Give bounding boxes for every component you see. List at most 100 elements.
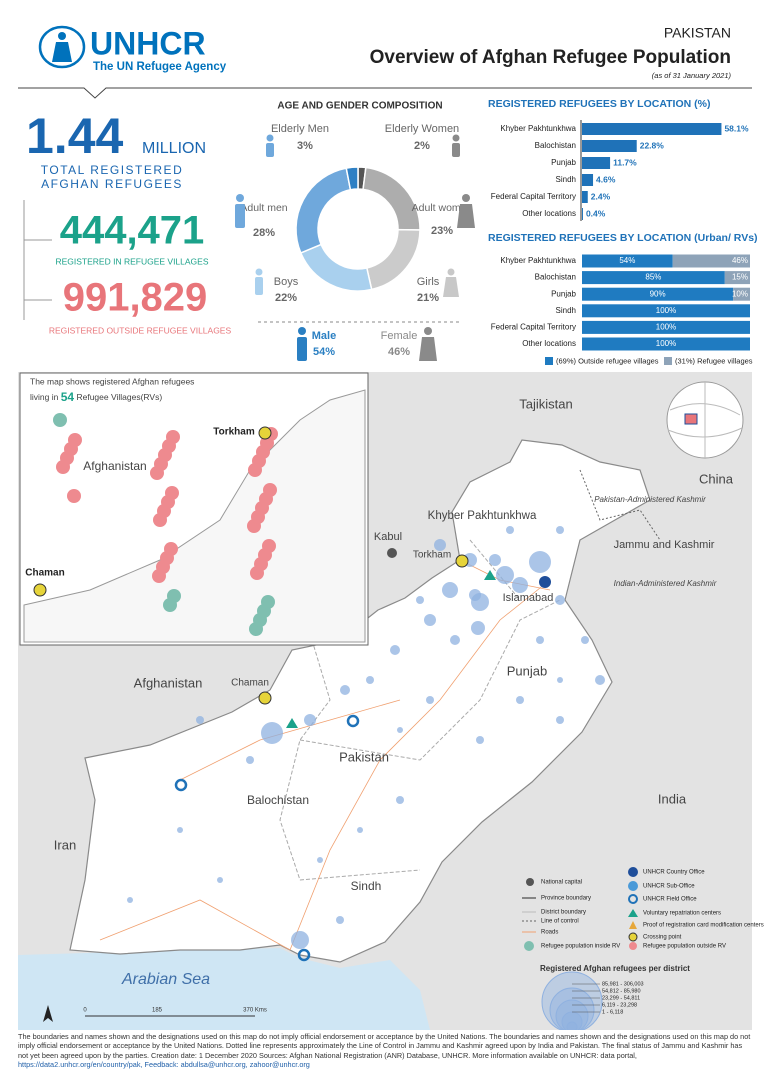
district-circle	[397, 727, 403, 733]
rect-shape	[235, 204, 245, 228]
bar	[582, 191, 588, 203]
segment-label: 23%	[431, 225, 453, 237]
total-value: 1.44	[26, 108, 124, 164]
region-label: Jammu and Kashmir	[614, 539, 715, 551]
scale-labels: 0 185 370 Kms	[83, 1008, 267, 1014]
date: (as of 31 January 2021)	[652, 71, 732, 80]
page-title: Overview of Afghan Refugee Population	[370, 47, 731, 68]
legend-label: UNHCR Sub-Office	[643, 884, 695, 890]
donut-segment	[365, 228, 421, 291]
country-label: Tajikistan	[519, 396, 572, 411]
north-arrow	[43, 1005, 53, 1022]
district-circle	[506, 526, 514, 534]
legend-label: UNHCR Field Office	[643, 897, 697, 903]
value-label: 46%	[732, 256, 748, 265]
bar-segment	[733, 287, 750, 301]
bar	[582, 174, 594, 186]
value-label: 54%	[619, 256, 635, 265]
size-circle	[555, 999, 589, 1030]
district-circle	[442, 582, 458, 598]
bar-segment	[582, 287, 734, 301]
total-label: TOTAL REGISTERED	[41, 163, 183, 177]
district-circle	[581, 636, 589, 644]
size-circle	[549, 987, 595, 1030]
legend-label: Refugee population outside RV	[643, 944, 726, 950]
country-label: China	[699, 471, 734, 486]
settlement-bars: Khyber Pakhtunkhwa 54% 46% Balochistan 85% 15…	[491, 254, 753, 365]
gender-label: 54%	[313, 346, 335, 358]
category-label: Khyber Pakhtunkhwa	[500, 256, 576, 265]
segment-name: Girls	[417, 276, 440, 288]
donut-segment	[362, 166, 421, 231]
bar-segment	[582, 271, 725, 285]
rv-circle	[67, 489, 81, 503]
roads	[99, 559, 551, 951]
district-circle	[556, 526, 564, 534]
province-label: Sindh	[351, 879, 382, 893]
crossing-symbol	[33, 583, 47, 597]
legend-label: (69%) Outside refugee villages	[556, 356, 659, 365]
rect-shape	[452, 143, 460, 157]
value-label: 11.7%	[613, 157, 637, 167]
outside-villages-value: 991,829	[63, 276, 208, 320]
region-label: Indian-Administered Kashmir	[614, 579, 717, 588]
rv-circle	[262, 539, 276, 553]
total-label: AFGHAN REFUGEES	[41, 177, 183, 191]
scale-label: 0	[83, 1008, 87, 1014]
segment-label: 21%	[417, 292, 439, 304]
value-label: 100%	[656, 323, 676, 332]
donut-segment	[295, 167, 352, 254]
district-circle	[450, 635, 460, 645]
sea-label: Arabian Sea	[121, 971, 210, 988]
district-circle	[416, 596, 424, 604]
crossing-symbol	[258, 691, 272, 705]
size-class-label: 6,119 - 23,298	[602, 1002, 637, 1008]
rv-circle	[261, 595, 275, 609]
value-label: 15%	[732, 273, 748, 282]
district-circle	[434, 539, 446, 551]
district-circle	[317, 857, 323, 863]
legend-label: National capital	[541, 880, 582, 886]
district-circle	[396, 796, 404, 804]
location-bars: Khyber Pakhtunkhwa 58.1% Balochistan 22.8% P…	[491, 120, 749, 221]
district-circle	[336, 916, 344, 924]
district-circle	[217, 877, 223, 883]
path-shape	[443, 277, 459, 297]
gender-label: 46%	[388, 346, 410, 358]
bar-chart-title: REGISTERED REFUGEES BY LOCATION (%)	[488, 98, 710, 110]
district-circle	[556, 716, 564, 724]
segment-label: 22%	[275, 292, 297, 304]
inset-count: 54	[61, 390, 75, 404]
legend-symbol	[628, 881, 638, 891]
org-name: UNHCR	[90, 25, 206, 61]
district-circle	[489, 554, 501, 566]
bar-segment	[582, 304, 750, 318]
summary-bracket	[23, 200, 52, 320]
circle-shape	[452, 134, 460, 142]
segment-name: Elderly Women	[385, 123, 459, 135]
category-label: Other locations	[522, 209, 576, 218]
value-label: 2.4%	[591, 191, 611, 201]
bar-segment	[672, 254, 750, 268]
circle-shape	[266, 134, 274, 142]
category-label: Sindh	[556, 175, 576, 184]
field-office	[174, 778, 188, 792]
legend-symbol	[628, 894, 638, 904]
rect-shape	[255, 277, 263, 295]
legend-symbol	[628, 909, 638, 917]
city-label: Islamabad	[503, 592, 554, 604]
scale-label: 185	[152, 1008, 163, 1014]
category-label: Other locations	[522, 339, 576, 348]
category-label: Punjab	[551, 289, 576, 298]
district-circle	[426, 696, 434, 704]
district-circle	[536, 636, 544, 644]
in-villages-value: 444,471	[60, 209, 205, 253]
legend-symbol	[526, 878, 534, 886]
inset-note: The map shows registered Afghan refugees	[30, 376, 194, 386]
bar-segment	[582, 320, 750, 334]
path-shape	[419, 337, 437, 361]
rect-shape	[266, 143, 274, 157]
logo-head	[58, 32, 66, 40]
logo-laurel	[38, 25, 86, 69]
